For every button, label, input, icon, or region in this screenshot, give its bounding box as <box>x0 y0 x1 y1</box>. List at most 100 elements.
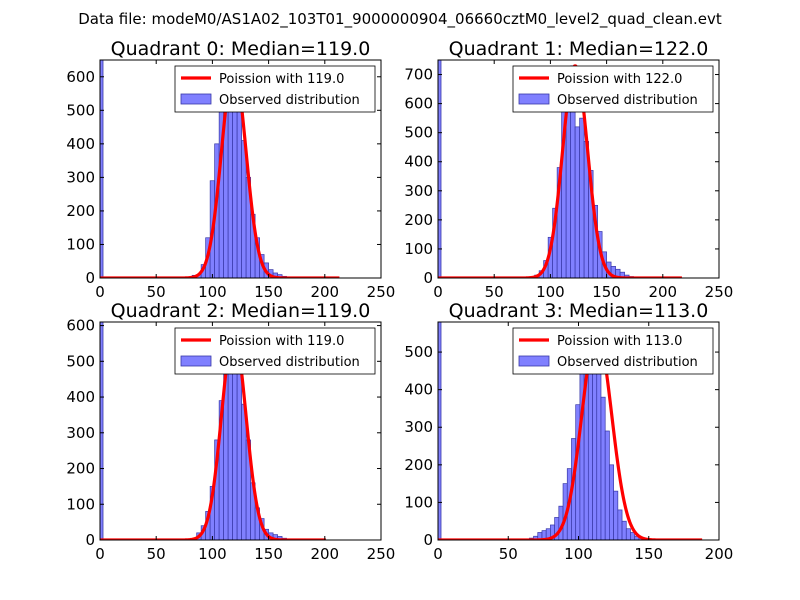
legend: Poission with 122.0 Observed distribution <box>512 65 714 113</box>
y-tick-label: 0 <box>85 531 95 549</box>
x-tick-label: 200 <box>705 545 734 563</box>
x-tick-label: 200 <box>310 545 339 563</box>
y-tick-label: 400 <box>66 135 95 153</box>
legend-label-poisson: Poission with 122.0 <box>557 72 682 87</box>
y-tick-label: 600 <box>66 68 95 86</box>
edge-bar <box>100 322 104 540</box>
poisson-curve <box>438 64 683 278</box>
y-tick-label: 100 <box>404 240 433 258</box>
histogram-bar <box>609 464 614 540</box>
x-tick-label: 100 <box>564 545 593 563</box>
x-tick-label: 150 <box>254 283 283 301</box>
histogram-bar <box>227 89 233 278</box>
histogram-bar <box>613 490 619 540</box>
x-tick-label: 150 <box>254 545 283 563</box>
x-tick-label: 50 <box>147 545 166 563</box>
legend-bar-swatch <box>518 93 550 105</box>
x-tick-label: 100 <box>198 545 227 563</box>
y-tick-label: 300 <box>66 168 95 186</box>
x-tick-label: 50 <box>147 283 166 301</box>
x-tick-label: 0 <box>433 545 443 563</box>
histogram-bar <box>236 103 242 278</box>
legend-label-observed: Observed distribution <box>557 355 698 370</box>
subplot-grid: 0 50 100 150 200 2500100200300400500600Quadra… <box>66 38 733 563</box>
legend-label-poisson: Poission with 113.0 <box>557 334 682 349</box>
x-tick-label: 250 <box>367 545 396 563</box>
x-tick-label: 50 <box>485 283 504 301</box>
quadrant-3-panel: 0 50 100 150 200 0 100 200 300 400 500 Quadrant 3: … <box>404 300 733 563</box>
x-tick-label: 200 <box>310 283 339 301</box>
y-tick-label: 0 <box>423 269 433 287</box>
legend-label-observed: Observed distribution <box>219 355 360 370</box>
figure-suptitle: Data file: modeM0/AS1A02_103T01_90000009… <box>78 10 722 29</box>
x-tick-label: 250 <box>367 283 396 301</box>
y-tick-label: 200 <box>404 211 433 229</box>
x-tick-label: 100 <box>198 283 227 301</box>
y-tick-label: 0 <box>423 531 433 549</box>
quadrant-0-panel: 0 50 100 150 200 250 0 100 200 300 400 500 600 Quadra… <box>66 38 395 301</box>
x-tick-label: 0 <box>95 283 105 301</box>
legend-label-poisson: Poission with 119.0 <box>219 334 344 349</box>
quadrant-2-panel: 0 50 100 150 200 250 0 100 200 300 400 500 600 Quadra… <box>66 300 395 563</box>
y-tick-label: 500 <box>66 101 95 119</box>
legend-label-observed: Observed distribution <box>219 93 360 108</box>
legend-label-observed: Observed distribution <box>557 93 698 108</box>
legend-bar-swatch <box>180 355 212 367</box>
plot-area <box>100 60 341 278</box>
histogram-bar <box>596 366 602 540</box>
histogram-bar <box>625 528 631 540</box>
edge-bar <box>438 60 442 278</box>
y-tick-label: 200 <box>66 460 95 478</box>
x-tick-label: 200 <box>648 283 677 301</box>
legend: Poission with 113.0 Observed distribution <box>512 327 714 375</box>
histogram-bar <box>600 396 606 540</box>
legend-bar-swatch <box>180 93 212 105</box>
histogram-bar <box>617 509 623 540</box>
y-tick-label: 600 <box>404 95 433 113</box>
x-tick-label: 150 <box>634 545 663 563</box>
x-tick-label: 0 <box>95 545 105 563</box>
histogram-bar <box>604 430 610 540</box>
x-tick-label: 0 <box>433 283 443 301</box>
panel-title: Quadrant 2: Median=119.0 <box>111 300 371 322</box>
y-tick-label: 600 <box>66 317 95 335</box>
x-tick-label: 150 <box>592 283 621 301</box>
y-tick-label: 400 <box>404 381 433 399</box>
y-tick-label: 500 <box>404 124 433 142</box>
axes-frame <box>99 59 382 279</box>
y-tick-label: 100 <box>66 235 95 253</box>
y-tick-label: 300 <box>404 418 433 436</box>
edge-bar <box>438 322 442 540</box>
x-tick-label: 100 <box>536 283 565 301</box>
plot-area <box>438 60 683 278</box>
legend: Poission with 119.0 Observed distribution <box>174 65 376 113</box>
panel-title: Quadrant 3: Median=113.0 <box>449 300 709 322</box>
y-tick-label: 300 <box>66 424 95 442</box>
y-tick-label: 200 <box>66 202 95 220</box>
y-tick-label: 100 <box>66 495 95 513</box>
axes-frame <box>99 321 382 541</box>
y-tick-label: 500 <box>404 343 433 361</box>
y-tick-label: 700 <box>404 66 433 84</box>
legend: Poission with 119.0 Observed distribution <box>174 327 376 375</box>
edge-bar <box>100 60 104 278</box>
quadrant-1-panel: 0 50 100 150 200 250 0 100 200 300 400 500 600 700 Qua… <box>404 38 733 301</box>
axes-frame <box>437 59 720 279</box>
x-tick-label: 250 <box>705 283 734 301</box>
panel-title: Quadrant 0: Median=119.0 <box>111 38 371 60</box>
y-tick-label: 400 <box>66 388 95 406</box>
y-tick-label: 0 <box>85 269 95 287</box>
panel-title: Quadrant 1: Median=122.0 <box>449 38 709 60</box>
y-tick-label: 300 <box>404 182 433 200</box>
poisson-curve <box>100 66 341 278</box>
legend-label-poisson: Poission with 119.0 <box>219 72 344 87</box>
histogram-bar <box>621 520 627 540</box>
histogram-bar <box>579 117 585 278</box>
histogram-bar <box>574 126 580 278</box>
y-tick-label: 200 <box>404 456 433 474</box>
y-tick-label: 400 <box>404 153 433 171</box>
y-tick-label: 100 <box>404 493 433 511</box>
histogram-bar <box>232 350 238 540</box>
legend-bar-swatch <box>518 355 550 367</box>
